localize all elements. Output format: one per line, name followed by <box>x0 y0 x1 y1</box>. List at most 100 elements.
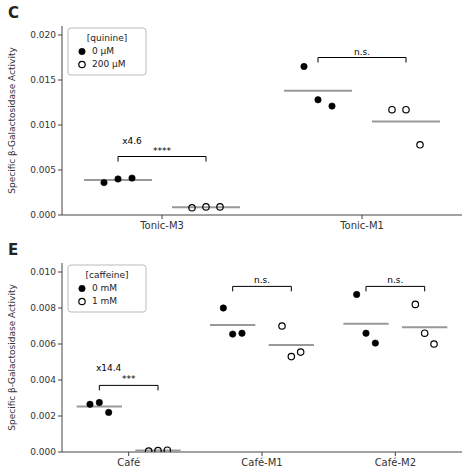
y-tick <box>58 380 62 381</box>
x-tick-label: Tonic-M3 <box>139 220 184 231</box>
y-tick <box>58 80 62 81</box>
dot <box>372 340 378 346</box>
mean-line <box>402 326 447 328</box>
dot <box>403 107 409 113</box>
dot <box>389 107 395 113</box>
dot <box>353 291 359 297</box>
legend-label: 200 μM <box>92 59 126 69</box>
bracket <box>99 385 158 390</box>
bracket-label: n.s. <box>354 47 370 57</box>
bracket <box>118 157 206 162</box>
annotation: x4.6 <box>122 136 142 146</box>
panel: C Specific β-Galactosidase Activity 0.000 0… <box>7 4 463 231</box>
dot <box>96 399 102 405</box>
marks <box>84 63 440 211</box>
legend-marker <box>79 285 85 291</box>
dot <box>105 409 111 415</box>
marks <box>77 291 448 452</box>
dot <box>288 353 294 359</box>
x-tick-label: Café-M1 <box>241 457 282 468</box>
dot <box>301 63 307 69</box>
y-tick-label: 0.006 <box>30 339 56 349</box>
y-tick-label: 0.010 <box>30 120 56 130</box>
bracket <box>233 286 292 291</box>
dot <box>203 204 209 210</box>
dot <box>87 401 93 407</box>
legend-title: [caffeine] <box>86 270 129 280</box>
mean-line <box>172 206 240 208</box>
dot <box>189 205 195 211</box>
y-tick-label: 0.010 <box>30 267 56 277</box>
dot <box>155 447 161 452</box>
mean-line <box>210 324 255 326</box>
y-tick <box>58 272 62 273</box>
y-tick-label: 0.020 <box>30 30 56 40</box>
legend-label: 1 mM <box>92 296 117 306</box>
dot <box>421 330 427 336</box>
dot <box>363 330 369 336</box>
bracket-label: n.s. <box>254 275 270 285</box>
x-tick <box>162 215 163 219</box>
y-tick <box>58 416 62 417</box>
dot <box>431 341 437 347</box>
y-tick-label: 0.002 <box>30 411 56 421</box>
mean-line <box>284 90 352 92</box>
bracket-label: n.s. <box>387 275 403 285</box>
legend: [quinine] 0 μM 200 μM <box>68 28 146 75</box>
figure: C Specific β-Galactosidase Activity 0.000 0… <box>0 0 474 474</box>
dot <box>220 305 226 311</box>
x-tick-label: Café-M2 <box>375 457 416 468</box>
mean-line <box>343 323 388 325</box>
dot <box>239 330 245 336</box>
dot <box>412 301 418 307</box>
bracket <box>366 286 425 291</box>
dot <box>129 175 135 181</box>
y-axis-label: Specific β-Galactosidase Activity <box>7 47 17 194</box>
y-tick-label: 0.008 <box>30 303 56 313</box>
y-tick-label: 0.000 <box>30 447 56 457</box>
y-tick <box>58 125 62 126</box>
x-tick-label: Tonic-M1 <box>339 220 384 231</box>
x-tick <box>128 452 129 456</box>
y-tick <box>58 452 62 453</box>
x-axis-line <box>62 215 462 216</box>
legend-title: [quinine] <box>87 33 127 43</box>
y-tick <box>58 215 62 216</box>
dot <box>279 323 285 329</box>
y-tick <box>58 308 62 309</box>
y-axis-line <box>62 26 63 215</box>
y-axis-line <box>62 263 63 452</box>
dot <box>164 447 170 452</box>
dot <box>101 179 107 185</box>
legend-label: 0 mM <box>92 283 117 293</box>
dot <box>417 142 423 148</box>
dot <box>297 349 303 355</box>
x-tick-label: Café <box>117 457 140 468</box>
legend: [caffeine] 0 mM 1 mM <box>68 265 146 312</box>
y-tick-label: 0.015 <box>30 75 56 85</box>
panel: ESpecific β-Galactosidase Activity0.0000… <box>7 241 463 468</box>
panel-title: C <box>8 4 19 22</box>
dot <box>217 204 223 210</box>
annotation: x14.4 <box>96 363 122 373</box>
legend-marker <box>79 48 85 54</box>
dot <box>329 103 335 109</box>
legend-marker <box>79 61 85 67</box>
x-tick <box>395 452 396 456</box>
y-tick <box>58 344 62 345</box>
x-tick <box>262 452 263 456</box>
legend-frame <box>68 265 146 312</box>
dot <box>229 331 235 337</box>
bracket <box>318 58 406 63</box>
legend-marker <box>79 298 85 304</box>
x-tick <box>362 215 363 219</box>
dot <box>145 448 151 452</box>
legend-frame <box>68 28 146 75</box>
mean-line <box>372 120 440 122</box>
y-tick-label: 0.005 <box>30 165 56 175</box>
dot <box>315 97 321 103</box>
legend-label: 0 μM <box>92 46 114 56</box>
bracket-label: *** <box>122 374 136 384</box>
y-tick-label: 0.000 <box>30 210 56 220</box>
y-tick <box>58 35 62 36</box>
